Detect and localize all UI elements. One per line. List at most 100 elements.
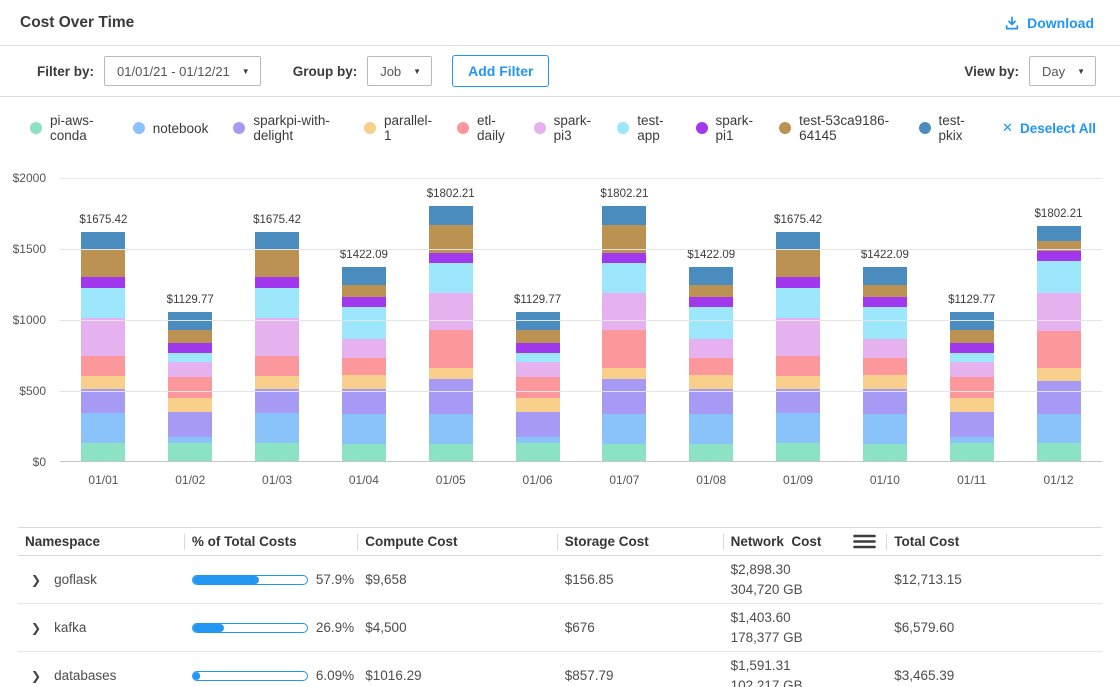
bar-segment-etl-daily[interactable] — [862, 357, 907, 376]
bar-segment-sparkpi-with-delight[interactable] — [949, 411, 994, 437]
bar-segment-test-53ca9186-64145[interactable] — [428, 224, 473, 254]
bar-segment-test-app[interactable] — [428, 263, 473, 294]
date-range-select[interactable]: 01/01/21 - 01/12/21 ▼ — [104, 56, 261, 86]
bar-segment-pi-aws-conda[interactable] — [255, 442, 300, 461]
bar-segment-sparkpi-with-delight[interactable] — [689, 388, 734, 414]
bar-segment-sparkpi-with-delight[interactable] — [428, 378, 473, 415]
bar-segment-test-53ca9186-64145[interactable] — [168, 330, 213, 344]
bar-segment-etl-daily[interactable] — [1036, 331, 1081, 368]
bar-segment-pi-aws-conda[interactable] — [515, 443, 560, 461]
column-header-namespace[interactable]: Namespace — [25, 534, 101, 549]
bar-segment-spark-pi3[interactable] — [949, 361, 994, 377]
bar-segment-parallel-1[interactable] — [341, 375, 386, 389]
legend-item-etl-daily[interactable]: etl-daily — [457, 113, 509, 143]
bar-segment-spark-pi3[interactable] — [428, 293, 473, 331]
bar-segment-test-app[interactable] — [255, 287, 300, 318]
table-row-goflask[interactable]: ❯ goflask 57.9% $9,658 $156.85 $2,898.30 304,7… — [18, 556, 1102, 604]
bar-segment-spark-pi3[interactable] — [255, 317, 300, 357]
bar-segment-spark-pi1[interactable] — [515, 343, 560, 354]
bar-segment-test-53ca9186-64145[interactable] — [341, 284, 386, 298]
chevron-right-icon[interactable]: ❯ — [31, 572, 42, 587]
bar-segment-notebook[interactable] — [602, 414, 647, 444]
bar-stack-01/06[interactable] — [515, 311, 560, 461]
bar-segment-test-53ca9186-64145[interactable] — [81, 249, 126, 277]
bar-segment-notebook[interactable] — [776, 412, 821, 443]
bar-segment-test-53ca9186-64145[interactable] — [255, 249, 300, 277]
bar-stack-01/03[interactable] — [255, 231, 300, 461]
bar-stack-01/09[interactable] — [776, 231, 821, 461]
bar-segment-etl-daily[interactable] — [255, 356, 300, 377]
bar-segment-spark-pi1[interactable] — [776, 276, 821, 288]
bar-segment-notebook[interactable] — [949, 436, 994, 444]
column-header-network-cost[interactable]: Network Cost — [723, 528, 887, 555]
bar-stack-01/10[interactable] — [862, 267, 907, 461]
chevron-right-icon[interactable]: ❯ — [31, 668, 42, 683]
bar-segment-pi-aws-conda[interactable] — [689, 443, 734, 461]
legend-item-test-53ca9186-64145[interactable]: test-53ca9186-64145 — [779, 113, 893, 143]
bar-segment-pi-aws-conda[interactable] — [949, 443, 994, 461]
bar-segment-sparkpi-with-delight[interactable] — [341, 388, 386, 414]
bar-segment-test-app[interactable] — [949, 353, 994, 362]
bar-segment-parallel-1[interactable] — [515, 398, 560, 412]
bar-segment-etl-daily[interactable] — [81, 356, 126, 377]
bar-segment-notebook[interactable] — [81, 412, 126, 443]
bar-segment-test-53ca9186-64145[interactable] — [776, 249, 821, 277]
bar-segment-spark-pi1[interactable] — [949, 343, 994, 354]
bar-segment-sparkpi-with-delight[interactable] — [81, 389, 126, 413]
bar-stack-01/12[interactable] — [1036, 225, 1081, 461]
bar-segment-test-app[interactable] — [602, 263, 647, 294]
bar-segment-pi-aws-conda[interactable] — [1036, 442, 1081, 461]
bar-segment-sparkpi-with-delight[interactable] — [168, 411, 213, 437]
table-row-kafka[interactable]: ❯ kafka 26.9% $4,500 $676 $1,403.60 178,377 GB… — [18, 604, 1102, 652]
bar-segment-sparkpi-with-delight[interactable] — [602, 378, 647, 415]
column-header-total-cost[interactable]: Total Cost — [886, 528, 1102, 555]
bar-segment-test-53ca9186-64145[interactable] — [602, 224, 647, 254]
bar-segment-test-53ca9186-64145[interactable] — [689, 284, 734, 298]
bar-segment-test-pkix[interactable] — [428, 206, 473, 225]
bar-stack-01/07[interactable] — [602, 206, 647, 461]
bar-segment-test-pkix[interactable] — [81, 231, 126, 250]
bar-segment-test-pkix[interactable] — [862, 267, 907, 285]
bar-segment-pi-aws-conda[interactable] — [341, 443, 386, 461]
bar-segment-spark-pi3[interactable] — [515, 361, 560, 377]
bar-segment-parallel-1[interactable] — [428, 368, 473, 379]
bar-stack-01/11[interactable] — [949, 311, 994, 461]
bar-segment-test-53ca9186-64145[interactable] — [515, 330, 560, 344]
bar-segment-parallel-1[interactable] — [168, 398, 213, 412]
bar-segment-parallel-1[interactable] — [255, 376, 300, 390]
chevron-right-icon[interactable]: ❯ — [31, 620, 42, 635]
bar-segment-etl-daily[interactable] — [949, 376, 994, 399]
bar-segment-notebook[interactable] — [862, 413, 907, 444]
bar-segment-etl-daily[interactable] — [689, 357, 734, 376]
bar-segment-test-pkix[interactable] — [341, 267, 386, 285]
group-by-select[interactable]: Job ▼ — [367, 56, 433, 86]
bar-segment-sparkpi-with-delight[interactable] — [515, 411, 560, 437]
bar-segment-etl-daily[interactable] — [428, 330, 473, 369]
namespace-cell[interactable]: ❯ goflask — [18, 572, 184, 587]
add-filter-button[interactable]: Add Filter — [452, 55, 550, 87]
bar-segment-parallel-1[interactable] — [1036, 367, 1081, 382]
bar-segment-spark-pi1[interactable] — [862, 297, 907, 308]
bar-segment-pi-aws-conda[interactable] — [428, 443, 473, 461]
bar-segment-spark-pi3[interactable] — [602, 293, 647, 331]
download-button[interactable]: Download — [1004, 15, 1094, 31]
bar-segment-notebook[interactable] — [515, 436, 560, 444]
bar-segment-spark-pi3[interactable] — [1036, 292, 1081, 332]
legend-item-parallel-1[interactable]: parallel-1 — [364, 113, 432, 143]
bar-stack-01/01[interactable] — [81, 231, 126, 461]
bar-segment-spark-pi1[interactable] — [81, 276, 126, 288]
bar-segment-sparkpi-with-delight[interactable] — [1036, 381, 1081, 415]
bar-segment-test-pkix[interactable] — [689, 267, 734, 285]
bar-segment-parallel-1[interactable] — [602, 368, 647, 379]
bar-segment-parallel-1[interactable] — [949, 398, 994, 412]
table-row-databases[interactable]: ❯ databases 6.09% $1016.29 $857.79 $1,591.31 1… — [18, 652, 1102, 687]
bar-segment-sparkpi-with-delight[interactable] — [255, 389, 300, 413]
bar-segment-notebook[interactable] — [689, 413, 734, 444]
bar-segment-spark-pi1[interactable] — [689, 297, 734, 308]
legend-item-notebook[interactable]: notebook — [132, 121, 208, 136]
bar-segment-spark-pi3[interactable] — [776, 317, 821, 357]
bar-segment-test-pkix[interactable] — [1036, 225, 1081, 242]
column-header-compute-cost[interactable]: Compute Cost — [357, 528, 556, 555]
bar-segment-pi-aws-conda[interactable] — [81, 442, 126, 461]
bar-segment-etl-daily[interactable] — [776, 356, 821, 377]
